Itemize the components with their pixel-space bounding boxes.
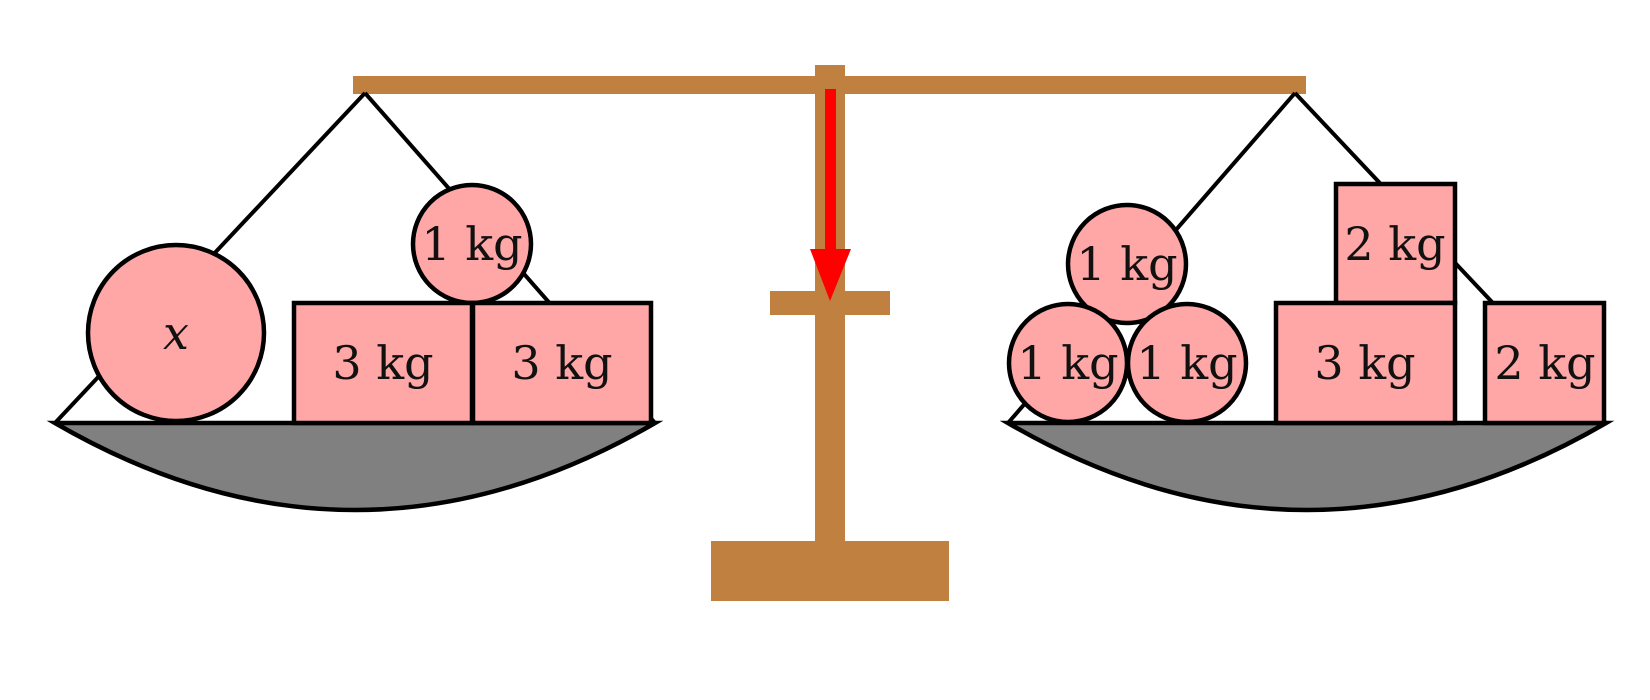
weight-block: 3 kg [291,300,475,426]
weight-ball: 1 kg [1065,202,1189,326]
weight-block: 2 kg [1333,181,1458,306]
weight-label: 3 kg [1314,336,1415,390]
weight-label: 1 kg [1076,237,1177,291]
right-pan-weights: 1 kg 1 kg 1 kg 2 kg 3 kg 2 kg [1006,181,1607,426]
weight-ball: 1 kg [1006,301,1130,425]
weight-label: 3 kg [511,336,612,390]
scale-stand [353,65,1306,601]
weight-block: 3 kg [470,300,654,426]
left-pan-weights: x 1 kg 3 kg 3 kg [85,182,654,426]
weight-label: 2 kg [1494,336,1595,390]
weight-ball: 1 kg [1125,301,1249,425]
right-pan [999,420,1615,513]
weight-label: 1 kg [421,217,522,271]
weight-ball: 1 kg [410,182,534,306]
weight-label: 1 kg [1017,336,1118,390]
weight-block: 3 kg [1273,300,1458,426]
weight-label: 1 kg [1136,336,1237,390]
scale-base [711,541,949,601]
weight-unknown-x: x [85,242,267,424]
down-arrow-icon [810,89,851,301]
weight-label: x [163,306,189,360]
weight-label: 2 kg [1344,217,1445,271]
left-pan [46,420,664,513]
scale-beam [353,76,1306,94]
weight-block: 2 kg [1482,300,1607,426]
weight-label: 3 kg [332,336,433,390]
